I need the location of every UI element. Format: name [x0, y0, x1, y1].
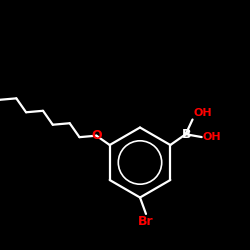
- Text: OH: OH: [203, 132, 222, 142]
- Text: Br: Br: [138, 215, 154, 228]
- Text: OH: OH: [194, 108, 212, 118]
- Text: O: O: [91, 129, 102, 142]
- Text: B: B: [182, 128, 191, 141]
